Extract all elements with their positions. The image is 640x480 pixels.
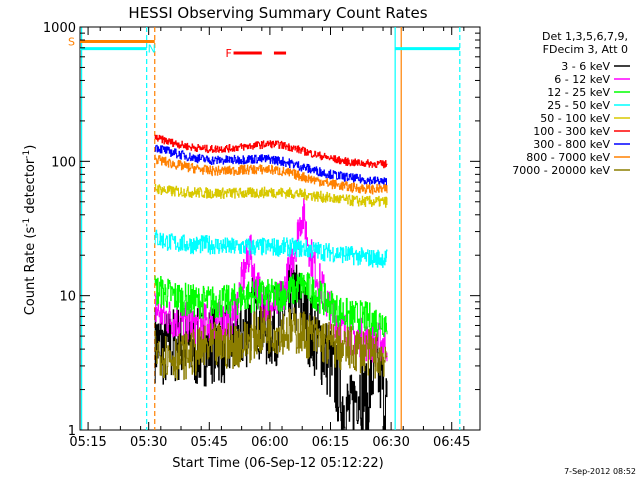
plot-frame: [79, 26, 481, 431]
y-tick-label: 1000: [43, 21, 76, 36]
flag-label: S: [68, 35, 75, 48]
series-line: [154, 144, 388, 187]
x-tick-label: 05:45: [191, 435, 228, 450]
plot-area: SN F: [68, 26, 481, 431]
x-tick-label: 05:30: [130, 435, 167, 450]
footer-timestamp: 7-Sep-2012 08:52: [564, 467, 636, 476]
series-line: [154, 134, 388, 169]
x-axis-label: Start Time (06-Sep-12 05:12:22): [172, 456, 383, 471]
x-tick-label: 06:30: [372, 435, 409, 450]
x-tick-label: 06:15: [312, 435, 349, 450]
y-axis: 1 10 100 1000: [43, 21, 480, 439]
series-line: [154, 272, 388, 338]
y-tick-label: 100: [51, 155, 76, 170]
flag-label: F: [226, 47, 232, 60]
series-line: [154, 154, 388, 195]
legend-header-line-1: Det 1,3,5,6,7,9,: [542, 30, 628, 43]
x-tick-label: 06:45: [433, 435, 470, 450]
series-line: [154, 184, 388, 208]
legend-entry-label: 3 - 6 keV: [561, 60, 610, 73]
y-tick-label: 10: [59, 290, 76, 305]
flag-label: N: [148, 43, 156, 56]
legend-entry-label: 12 - 25 keV: [547, 86, 610, 99]
x-tick-label: 05:15: [69, 435, 106, 450]
x-tick-label: 06:00: [251, 435, 288, 450]
legend-entry-label: 7000 - 20000 keV: [512, 164, 610, 177]
series-line: [154, 307, 388, 381]
y-axis-label: Count Rate (s-1 detector-1): [22, 145, 38, 316]
series-line: [154, 229, 388, 268]
legend-entry-label: 25 - 50 keV: [547, 99, 610, 112]
legend-entry-label: 6 - 12 keV: [554, 73, 610, 86]
legend-entry-label: 300 - 800 keV: [533, 138, 610, 151]
legend-entry-label: 800 - 7000 keV: [526, 151, 610, 164]
chart-title: HESSI Observing Summary Count Rates: [128, 4, 427, 22]
y-tick-label: 1: [68, 424, 76, 439]
legend: Det 1,3,5,6,7,9, FDecim 3, Att 0 3 - 6 k…: [512, 30, 630, 177]
legend-entry-label: 100 - 300 keV: [533, 125, 610, 138]
legend-header-line-2: FDecim 3, Att 0: [543, 43, 628, 56]
x-axis: 05:15 05:30 05:45 06:00 06:15 06:30 06:45: [69, 27, 470, 450]
legend-entry-label: 50 - 100 keV: [540, 112, 610, 125]
